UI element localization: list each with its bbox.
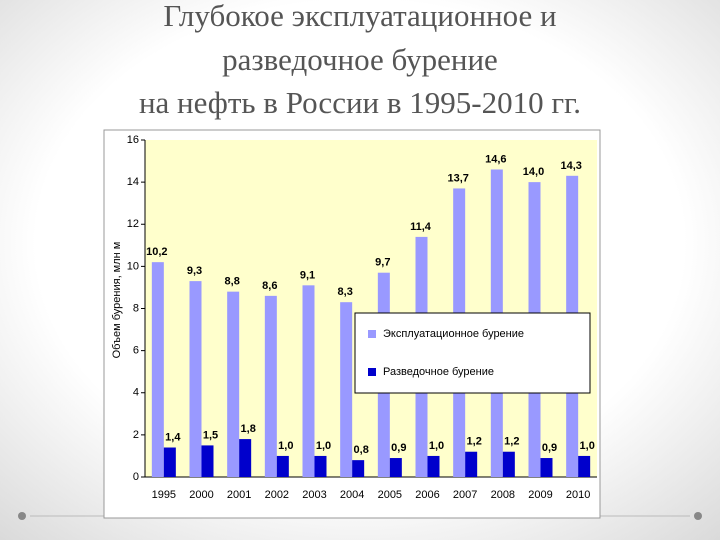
value-label: 14,3 [560, 160, 581, 172]
y-tick-label: 8 [133, 302, 139, 314]
x-tick-label: 1995 [152, 489, 176, 501]
value-label: 11,4 [410, 221, 432, 233]
value-label: 1,4 [165, 432, 181, 444]
bar [239, 439, 252, 477]
value-label: 1,0 [278, 440, 293, 452]
bar [264, 295, 277, 477]
bar [302, 285, 315, 477]
title-line: Глубокое эксплуатационное и [163, 0, 556, 33]
value-label: 8,6 [262, 280, 277, 292]
y-tick-label: 2 [133, 429, 139, 441]
bar [427, 455, 440, 477]
x-tick-label: 2002 [265, 489, 289, 501]
x-tick-label: 2000 [189, 489, 213, 501]
y-tick-label: 16 [127, 134, 139, 146]
value-label: 8,8 [225, 276, 240, 288]
bar [389, 458, 402, 477]
bar [578, 455, 591, 477]
value-label: 9,3 [187, 265, 202, 277]
value-label: 9,1 [300, 269, 315, 281]
y-axis-label: Объем бурения, млн м [111, 242, 123, 359]
bar [340, 302, 353, 477]
value-label: 10,2 [146, 246, 167, 258]
title-line: разведочное бурение [222, 42, 498, 77]
bar [276, 455, 289, 477]
bar [502, 451, 515, 477]
y-tick-label: 0 [133, 471, 139, 483]
value-label: 9,7 [375, 257, 390, 269]
bar [227, 291, 240, 477]
value-label: 1,8 [241, 423, 256, 435]
value-label: 14,6 [485, 153, 506, 165]
x-tick-label: 2004 [340, 489, 364, 501]
legend-label: Эксплуатационное бурение [383, 328, 524, 340]
value-label: 1,5 [203, 429, 218, 441]
y-tick-label: 14 [127, 176, 139, 188]
x-tick-label: 2006 [415, 489, 439, 501]
legend-box [354, 312, 591, 394]
title-line: на нефть в России в 1995-2010 гг. [139, 85, 581, 120]
x-tick-label: 2007 [453, 489, 477, 501]
value-label: 1,2 [504, 436, 519, 448]
bar [201, 445, 214, 477]
y-tick-label: 10 [127, 260, 139, 272]
decor-dot [18, 512, 26, 520]
value-label: 13,7 [447, 172, 468, 184]
y-tick-label: 6 [133, 345, 139, 357]
x-tick-label: 2010 [566, 489, 590, 501]
legend-label: Разведочное бурение [383, 366, 494, 378]
legend-swatch [368, 368, 376, 376]
value-label: 1,0 [580, 440, 595, 452]
bar [314, 455, 327, 477]
bar [151, 262, 164, 477]
bar [465, 451, 478, 477]
bar [163, 447, 176, 477]
legend-swatch [368, 330, 376, 338]
y-tick-label: 12 [127, 218, 139, 230]
x-tick-label: 2009 [528, 489, 552, 501]
value-label: 0,9 [391, 442, 406, 454]
value-label: 0,9 [542, 442, 557, 454]
value-label: 14,0 [523, 166, 544, 178]
legend: Эксплуатационное бурение Разведочное буре… [354, 312, 591, 394]
bar [540, 458, 553, 477]
value-label: 8,3 [338, 286, 353, 298]
value-label: 0,8 [354, 444, 369, 456]
value-label: 1,0 [316, 440, 331, 452]
plot-area [145, 140, 597, 477]
y-tick-label: 4 [133, 387, 139, 399]
bar [352, 460, 365, 477]
bar [189, 281, 202, 477]
value-label: 1,0 [429, 440, 444, 452]
x-tick-label: 2008 [491, 489, 515, 501]
x-tick-label: 2001 [227, 489, 251, 501]
decor-dot [694, 512, 702, 520]
x-tick-label: 2005 [378, 489, 402, 501]
x-tick-label: 2003 [302, 489, 326, 501]
value-label: 1,2 [467, 436, 482, 448]
